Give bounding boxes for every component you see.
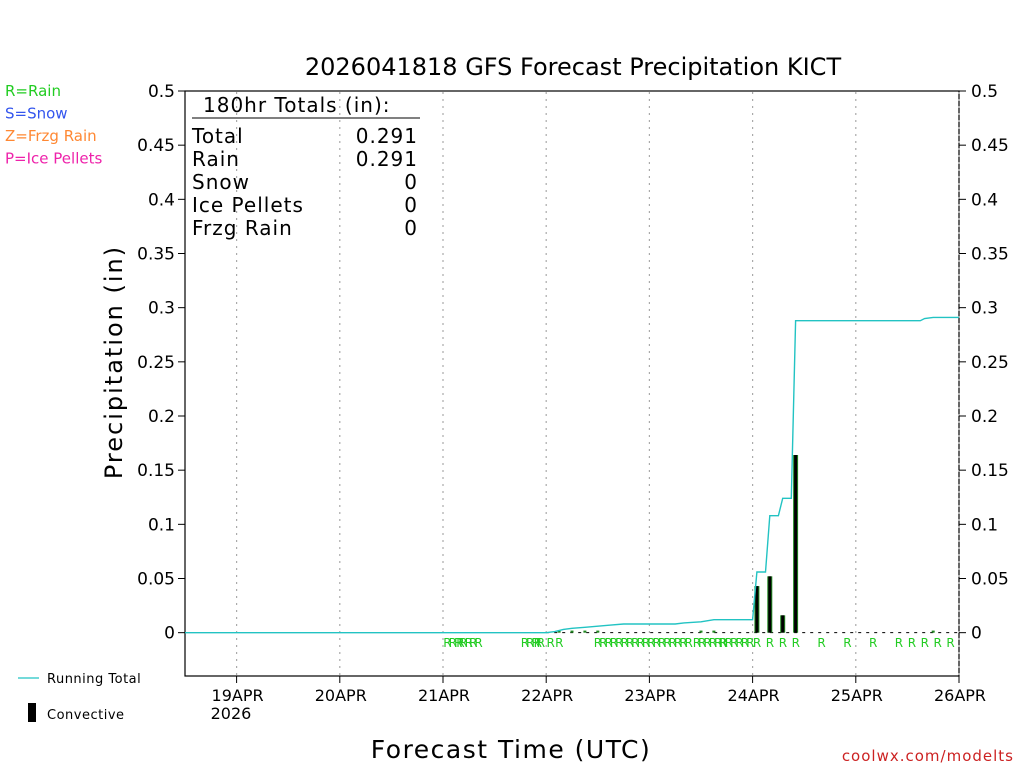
y-tick-label-right: 0 [971, 624, 982, 644]
precip-bar [712, 630, 716, 633]
precip-type-mark: RRRRRRRRRRRRRRRRRR [594, 636, 693, 650]
precip-type-mark: R [779, 636, 787, 650]
convective-bars [754, 455, 799, 633]
chart-title: 2026041818 GFS Forecast Precipitation KI… [305, 53, 842, 81]
precip-type-mark: R [946, 636, 954, 650]
x-tick-label: 26APR [934, 686, 986, 705]
totals-row-value: 0 [404, 170, 418, 194]
precip-type-mark: R [766, 636, 774, 650]
precip-bar [931, 630, 935, 633]
totals-row-value: 0.291 [356, 147, 418, 171]
totals-row-label: Snow [192, 170, 250, 194]
x-tick-label: 23APR [624, 686, 676, 705]
precip-type-mark: RR [469, 636, 482, 650]
x-tick-label: 19APR [212, 686, 264, 705]
y-tick-label-left: 0.35 [137, 245, 175, 265]
y-tick-label-left: 0 [164, 624, 175, 644]
totals-row-label: Total [191, 124, 244, 148]
x-tick-year: 2026 [211, 704, 252, 723]
convective-legend-swatch [28, 703, 36, 722]
totals-row-label: Rain [192, 147, 240, 171]
series-legend: Running Total Convective [18, 672, 141, 723]
precip-type-mark: R [817, 636, 825, 650]
precip-type-mark: R [908, 636, 916, 650]
x-tick-label: 24APR [728, 686, 780, 705]
y-tick-label-right: 0.3 [971, 299, 998, 319]
precip-type-mark: R [921, 636, 929, 650]
precip-type-legend: R=Rain S=Snow Z=Frzg Rain P=Ice Pellets [5, 82, 102, 168]
y-axis-label: Precipitation (in) [100, 245, 128, 479]
running-total-series [185, 316, 959, 634]
totals-row-value: 0.291 [356, 124, 418, 148]
precip-type-mark: RRRRR [443, 636, 472, 650]
precip-type-mark: R [753, 636, 761, 650]
x-tick-label: 21APR [418, 686, 470, 705]
y-tick-label-right: 0.1 [971, 515, 998, 535]
precip-bar [583, 630, 587, 633]
y-tick-label-left: 0.05 [137, 570, 175, 590]
y-tick-label-right: 0.4 [971, 190, 998, 210]
y-tick-label-right: 0.5 [971, 82, 998, 102]
running-total-legend-label: Running Total [47, 672, 141, 687]
precip-type-mark: R [869, 636, 877, 650]
y-tick-label-left: 0.1 [148, 515, 175, 535]
precip-bar [570, 630, 574, 633]
totals-box: 180hr Totals (in): Total 0.291 Rain 0.291 Sn… [191, 93, 420, 240]
precip-type-mark: R [981, 636, 989, 650]
totals-row-label: Frzg Rain [192, 216, 293, 240]
y-tick-label-right: 0.05 [971, 570, 1009, 590]
precip-bar [557, 630, 561, 633]
totals-row-label: Ice Pellets [192, 193, 304, 217]
y-tick-label-left: 0.15 [137, 461, 175, 481]
plot-area [184, 90, 960, 677]
type-legend-entry: S=Snow [5, 105, 68, 123]
credit-text: coolwx.com/modelts [842, 747, 1014, 765]
y-tick-label-right: 0.35 [971, 245, 1009, 265]
vertical-gridlines [236, 92, 960, 675]
totals-header: 180hr Totals (in): [203, 93, 391, 117]
x-tick-label: 25APR [831, 686, 883, 705]
precip-bars [557, 630, 935, 633]
convective-bar [768, 576, 772, 633]
totals-row-value: 0 [404, 216, 418, 240]
convective-bar [755, 586, 759, 633]
y-axis-right: 0 0.05 0.1 0.15 0.2 0.25 0.3 0.35 0.4 0.45 0.5 [959, 82, 1009, 644]
type-legend-entry: R=Rain [5, 82, 61, 100]
precip-type-mark: RRRR [521, 636, 545, 650]
y-tick-label-right: 0.45 [971, 136, 1009, 156]
y-tick-label-left: 0.5 [148, 82, 175, 102]
y-tick-label-left: 0.4 [148, 190, 175, 210]
precip-type-mark: R [843, 636, 851, 650]
y-tick-label-right: 0.2 [971, 407, 998, 427]
type-legend-entry: Z=Frzg Rain [5, 127, 97, 145]
type-legend-entry: P=Ice Pellets [5, 150, 102, 168]
y-tick-label-left: 0.3 [148, 299, 175, 319]
convective-legend-label: Convective [47, 708, 125, 723]
y-tick-label-right: 0.25 [971, 353, 1009, 373]
precip-type-mark: R [792, 636, 800, 650]
y-tick-label-left: 0.25 [137, 353, 175, 373]
precip-bar [699, 630, 703, 633]
x-axis-label: Forecast Time (UTC) [371, 735, 651, 764]
y-tick-label-left: 0.2 [148, 407, 175, 427]
totals-rows: Total 0.291 Rain 0.291 Snow 0 Ice Pellets 0 Frzg… [191, 124, 418, 240]
precip-type-mark: R [895, 636, 903, 650]
x-tick-label: 22APR [521, 686, 573, 705]
precip-type-mark: RRRRRRRRRRR [693, 636, 754, 650]
convective-bar [781, 615, 785, 633]
precip-type-mark: R [547, 636, 555, 650]
totals-row-value: 0 [404, 193, 418, 217]
precip-bar [596, 630, 600, 633]
precip-type-marks: RRRRRR RR RRRRR R R RRRRRRRRRRRRRRRRRR RRRRRRR… [443, 636, 989, 650]
y-tick-label-right: 0.15 [971, 461, 1009, 481]
running-total-line [185, 316, 959, 634]
precip-type-mark: R [934, 636, 942, 650]
convective-bar [794, 455, 798, 633]
y-axis-left: 0 0.05 0.1 0.15 0.2 0.25 0.3 0.35 0.4 0.45 0.5 [137, 82, 185, 644]
precip-type-mark: R [555, 636, 563, 650]
x-tick-label: 20APR [315, 686, 367, 705]
y-tick-label-left: 0.45 [137, 136, 175, 156]
